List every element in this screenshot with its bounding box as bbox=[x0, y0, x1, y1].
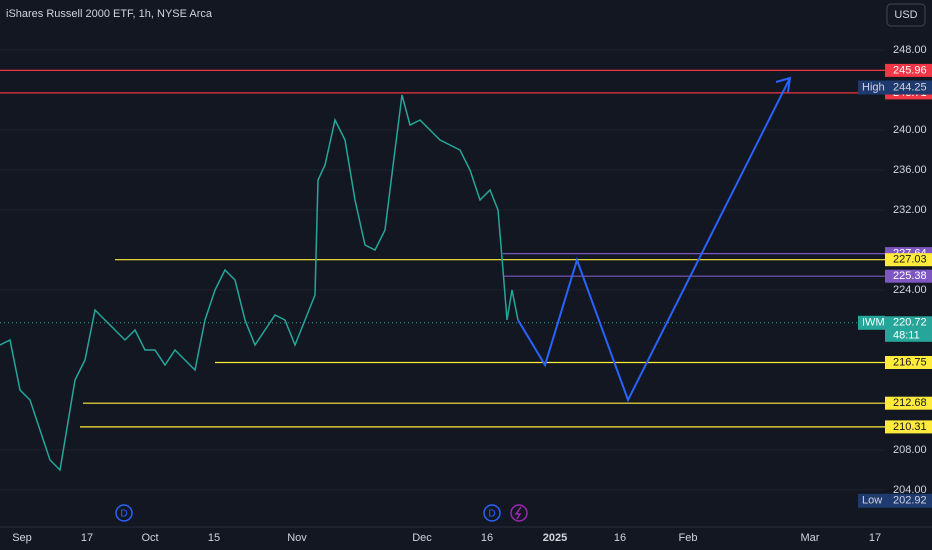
price-badge bbox=[885, 253, 932, 267]
high-badge bbox=[858, 80, 932, 95]
price-badge-label: 212.68 bbox=[893, 397, 927, 409]
x-tick-label: 17 bbox=[869, 532, 881, 544]
high-label: High bbox=[862, 81, 885, 93]
y-tick-label: 232.00 bbox=[893, 204, 927, 216]
price-badge-label: 245.96 bbox=[893, 64, 927, 76]
y-tick-label: 224.00 bbox=[893, 284, 927, 296]
price-line bbox=[0, 94, 519, 472]
projection-arrow bbox=[775, 76, 792, 93]
x-tick-label: 16 bbox=[481, 532, 493, 544]
split-marker bbox=[510, 504, 528, 522]
price-badge bbox=[885, 269, 932, 283]
x-tick-label: Mar bbox=[801, 532, 820, 544]
y-tick-label: 236.00 bbox=[893, 164, 927, 176]
chart-title: iShares Russell 2000 ETF, 1h, NYSE Arca bbox=[6, 8, 213, 20]
x-tick-label: 15 bbox=[208, 532, 220, 544]
dividend-marker-label: D bbox=[488, 509, 495, 520]
countdown: 48:11 bbox=[893, 330, 920, 342]
price-badge-label: 225.38 bbox=[893, 270, 927, 282]
dividend-marker bbox=[483, 504, 501, 522]
y-tick-label: 240.00 bbox=[893, 124, 927, 136]
price-badge bbox=[885, 420, 932, 434]
y-tick-label: 208.00 bbox=[893, 444, 927, 456]
y-tick-label: 204.00 bbox=[893, 484, 927, 496]
symbol-label: IWM bbox=[862, 317, 885, 329]
price-badge bbox=[885, 356, 932, 369]
price-badge bbox=[885, 396, 932, 410]
x-tick-label: Dec bbox=[412, 532, 432, 544]
x-tick-label: 16 bbox=[614, 532, 626, 544]
x-tick-label: 17 bbox=[81, 532, 93, 544]
dividend-marker bbox=[115, 504, 133, 522]
symbol-badge bbox=[858, 315, 885, 330]
price-badge-label: 216.75 bbox=[893, 356, 927, 368]
x-tick-label: Oct bbox=[141, 532, 158, 544]
x-tick-label: 2025 bbox=[543, 532, 567, 544]
countdown-bg bbox=[885, 328, 932, 342]
high-value: 244.25 bbox=[893, 81, 927, 93]
currency[interactable]: USD bbox=[894, 9, 917, 21]
low-badge bbox=[858, 493, 932, 508]
low-value: 202.92 bbox=[893, 495, 927, 507]
x-tick-label: Nov bbox=[287, 532, 307, 544]
price-badge bbox=[885, 316, 932, 330]
x-tick-label: Feb bbox=[679, 532, 698, 544]
currency-button[interactable] bbox=[886, 3, 926, 27]
low-label: Low bbox=[862, 495, 882, 507]
x-tick-label: Sep bbox=[12, 532, 32, 544]
price-badge-label: 220.72 bbox=[893, 317, 927, 329]
price-badge bbox=[885, 63, 932, 77]
y-tick-label: 248.00 bbox=[893, 44, 927, 56]
split-icon bbox=[514, 506, 522, 520]
price-badge-label: 210.31 bbox=[893, 421, 927, 433]
price-badge-label: 227.03 bbox=[893, 254, 927, 266]
dividend-marker-label: D bbox=[120, 509, 127, 520]
projection bbox=[517, 77, 791, 403]
